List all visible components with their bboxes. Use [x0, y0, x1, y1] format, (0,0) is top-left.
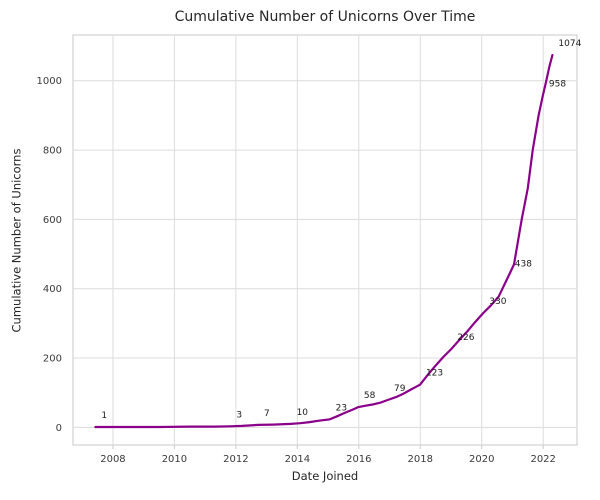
chart-title: Cumulative Number of Unicorns Over Time: [174, 9, 476, 25]
x-tick-label: 2016: [346, 454, 371, 465]
annotation-label: 438: [515, 260, 532, 270]
x-tick-label: 2012: [223, 454, 248, 465]
annotation-label: 3: [236, 410, 242, 420]
y-tick-label: 0: [56, 423, 62, 434]
x-tick-label: 2020: [469, 454, 494, 465]
x-axis-label: Date Joined: [291, 469, 359, 483]
annotation-label: 1074: [558, 39, 581, 49]
y-tick-label: 600: [43, 215, 62, 226]
y-tick-label: 1000: [37, 76, 62, 87]
x-tick-label: 2014: [285, 454, 310, 465]
annotation-label: 79: [394, 384, 406, 394]
annotation-label: 1: [101, 411, 107, 421]
y-axis-label: Cumulative Number of Unicorns: [9, 148, 24, 333]
y-tick-label: 800: [43, 146, 62, 157]
y-tick-label: 200: [43, 354, 62, 365]
annotation-label: 958: [549, 79, 566, 89]
annotation-label: 123: [426, 369, 443, 379]
annotation-label: 330: [489, 297, 506, 307]
annotation-label: 58: [364, 391, 376, 401]
annotation-label: 23: [336, 403, 347, 413]
x-tick-label: 2010: [162, 454, 187, 465]
annotation-label: 226: [457, 333, 474, 343]
annotation-label: 7: [264, 409, 270, 419]
x-tick-label: 2018: [408, 454, 433, 465]
x-tick-label: 2008: [100, 454, 125, 465]
x-tick-label: 2022: [530, 454, 555, 465]
plot-frame: [72, 34, 578, 446]
annotation-label: 10: [297, 408, 309, 418]
unicorns-line: [94, 53, 554, 429]
y-tick-label: 400: [43, 284, 62, 295]
